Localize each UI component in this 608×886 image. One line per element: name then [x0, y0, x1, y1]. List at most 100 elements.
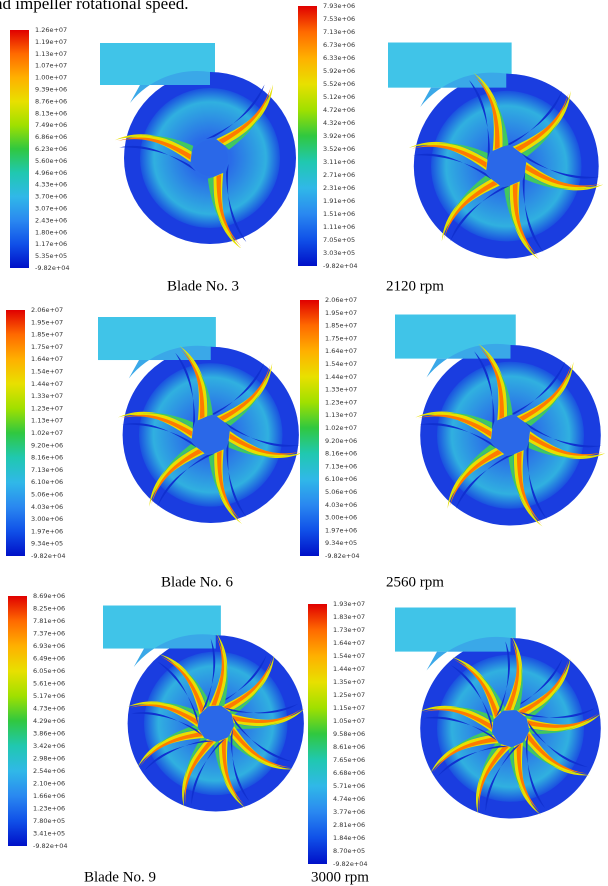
- colorbar-label: 1.85e+07: [325, 322, 357, 330]
- caption: Blade No. 3: [167, 278, 239, 294]
- colorbar-label: 1.93e+07: [333, 600, 365, 608]
- colorbar-label: 4.29e+06: [33, 717, 65, 725]
- colorbar-label: 1.64e+07: [325, 347, 357, 355]
- colorbar-label: 1.83e+07: [333, 613, 365, 621]
- colorbar-label: 1.97e+06: [325, 526, 357, 534]
- colorbar: [10, 30, 29, 268]
- colorbar-label: 1.95e+07: [325, 309, 357, 317]
- colorbar: [6, 310, 25, 556]
- colorbar-label: 9.34e+05: [31, 540, 63, 548]
- colorbar-label: 8.13e+06: [35, 109, 67, 117]
- colorbar: [298, 6, 317, 266]
- colorbar-label: 8.69e+06: [33, 592, 65, 600]
- header-text: nd impeller rotational speed.: [0, 0, 189, 13]
- colorbar-label: 3.41e+05: [33, 830, 65, 838]
- colorbar-label: 5.06e+06: [31, 491, 63, 499]
- colorbar-label: 9.58e+06: [333, 730, 365, 738]
- colorbar-label: 1.02e+07: [325, 424, 357, 432]
- colorbar-label: 1.54e+07: [333, 652, 365, 660]
- colorbar-label: 1.85e+07: [31, 331, 63, 339]
- colorbar-label: 1.44e+07: [333, 665, 365, 673]
- colorbar-label: 6.49e+06: [33, 655, 65, 663]
- colorbar-label: 9.20e+06: [31, 441, 63, 449]
- colorbar-label: 4.96e+06: [35, 169, 67, 177]
- colorbar-label: 6.86e+06: [35, 133, 67, 141]
- colorbar-label: 5.35e+05: [35, 252, 67, 260]
- caption: 3000 rpm: [311, 869, 369, 885]
- colorbar-label: 6.10e+06: [31, 478, 63, 486]
- colorbar-label: 2.10e+06: [33, 780, 65, 788]
- colorbar-label: 3.77e+06: [333, 808, 365, 816]
- pump-contour: [395, 608, 601, 819]
- colorbar-label: 1.44e+07: [325, 373, 357, 381]
- colorbar-label: 9.20e+06: [325, 437, 357, 445]
- colorbar-label: 2.98e+06: [33, 755, 65, 763]
- colorbar-label: 2.31e+06: [323, 184, 355, 192]
- colorbar-label: 1.97e+06: [31, 527, 63, 535]
- colorbar-label: 4.74e+06: [333, 795, 365, 803]
- colorbar-label: 1.64e+07: [333, 639, 365, 647]
- colorbar-label: 1.75e+07: [325, 334, 357, 342]
- colorbar-label: 6.73e+06: [323, 41, 355, 49]
- colorbar-label: 3.92e+06: [323, 132, 355, 140]
- colorbar-label: 1.19e+07: [35, 38, 67, 46]
- colorbar-label: 1.07e+07: [35, 62, 67, 70]
- colorbar-label: 5.06e+06: [325, 488, 357, 496]
- caption: Blade No. 6: [161, 574, 234, 590]
- colorbar-label: -9.82e+04: [323, 262, 358, 270]
- colorbar: [8, 596, 27, 846]
- colorbar-label: 7.13e+06: [325, 462, 357, 470]
- colorbar-label: 8.61e+06: [333, 743, 365, 751]
- colorbar-label: 5.92e+06: [323, 67, 355, 75]
- colorbar-label: 8.70e+05: [333, 847, 365, 855]
- colorbar-label: 1.84e+06: [333, 834, 365, 842]
- colorbar: [300, 300, 319, 556]
- figure: nd impeller rotational speed. 1.26e+071.…: [0, 0, 608, 886]
- colorbar-label: 4.33e+06: [35, 181, 67, 189]
- colorbar-label: 7.81e+06: [33, 617, 65, 625]
- colorbar-label: 1.33e+07: [31, 392, 63, 400]
- colorbar-label: -9.82e+04: [35, 264, 70, 272]
- colorbar-label: 3.52e+06: [323, 145, 355, 153]
- colorbar-label: 1.91e+06: [323, 197, 355, 205]
- colorbar-label: 7.65e+06: [333, 756, 365, 764]
- colorbar-label: 1.23e+07: [325, 398, 357, 406]
- colorbar-label: 3.86e+06: [33, 730, 65, 738]
- colorbar-label: 1.11e+06: [323, 223, 355, 231]
- colorbar-label: 2.54e+06: [33, 767, 65, 775]
- colorbar-label: 1.73e+07: [333, 626, 365, 634]
- colorbar-label: -9.82e+04: [325, 552, 360, 560]
- colorbar-label: 5.60e+06: [35, 157, 67, 165]
- colorbar: [308, 604, 327, 864]
- colorbar-label: 3.00e+06: [325, 514, 357, 522]
- colorbar-label: 7.53e+06: [323, 15, 355, 23]
- colorbar-label: 1.23e+07: [31, 404, 63, 412]
- colorbar-label: 1.54e+07: [325, 360, 357, 368]
- colorbar-label: 9.39e+06: [35, 86, 67, 94]
- pump-contour: [395, 315, 606, 527]
- colorbar-label: 7.05e+05: [323, 236, 355, 244]
- colorbar-label: 1.75e+07: [31, 343, 63, 351]
- colorbar-label: 4.32e+06: [323, 119, 355, 127]
- colorbar-label: 1.13e+07: [325, 411, 357, 419]
- colorbar-label: 1.00e+07: [35, 74, 67, 82]
- colorbar-label: 1.64e+07: [31, 355, 63, 363]
- colorbar-label: 6.68e+06: [333, 769, 365, 777]
- colorbar-label: 9.34e+05: [325, 539, 357, 547]
- colorbar-label: 1.44e+07: [31, 380, 63, 388]
- colorbar-label: 4.73e+06: [33, 705, 65, 713]
- colorbar-label: 1.51e+06: [323, 210, 355, 218]
- colorbar-label: 1.54e+07: [31, 368, 63, 376]
- colorbar-label: 3.03e+05: [323, 249, 355, 257]
- caption: 2560 rpm: [386, 574, 444, 590]
- colorbar-label: -9.82e+04: [33, 842, 68, 850]
- colorbar-label: 1.05e+07: [333, 717, 365, 725]
- colorbar-label: 8.76e+06: [35, 97, 67, 105]
- caption: Blade No. 9: [84, 869, 156, 885]
- caption: 2120 rpm: [386, 278, 444, 294]
- colorbar-label: 2.81e+06: [333, 821, 365, 829]
- colorbar-label: 1.33e+07: [325, 386, 357, 394]
- colorbar-label: -9.82e+04: [333, 860, 368, 868]
- colorbar-label: 6.33e+06: [323, 54, 355, 62]
- colorbar-label: 3.42e+06: [33, 742, 65, 750]
